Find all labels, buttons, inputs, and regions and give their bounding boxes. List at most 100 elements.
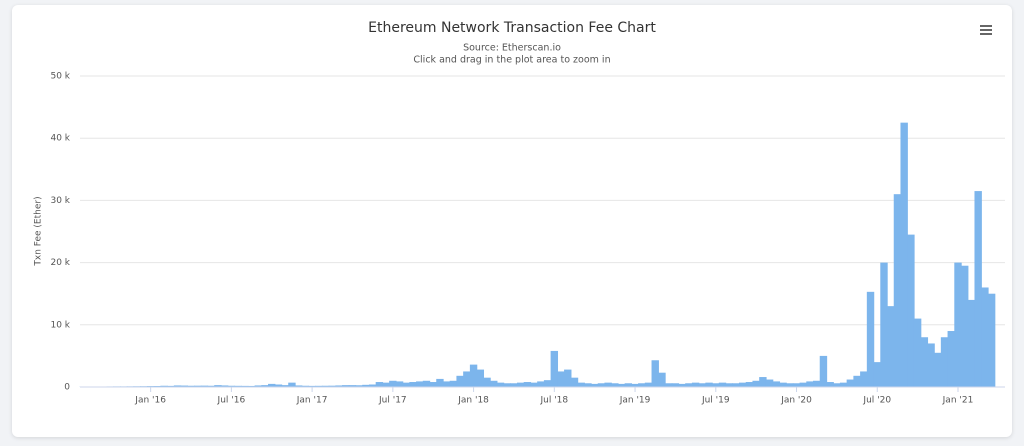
bar (577, 382, 585, 387)
bar (584, 383, 592, 387)
bar (570, 377, 579, 387)
bar (281, 385, 289, 387)
bar (752, 380, 760, 387)
bar (786, 383, 794, 387)
bar (779, 382, 787, 387)
bar (483, 377, 491, 387)
bar (927, 343, 935, 387)
bar (335, 385, 343, 387)
x-tick-label: Jul '18 (539, 396, 568, 406)
menu-button[interactable] (980, 25, 992, 35)
bar (745, 382, 754, 387)
bar (321, 385, 330, 387)
bar (718, 382, 727, 387)
x-tick-label: Jan '21 (942, 396, 974, 406)
bar (759, 377, 767, 387)
bar (564, 369, 572, 387)
bar (967, 299, 976, 387)
bar (355, 385, 363, 387)
bar (510, 383, 518, 387)
bar (442, 381, 451, 387)
bar (833, 383, 841, 387)
bar (268, 383, 276, 387)
bar (530, 382, 538, 387)
bar (792, 383, 801, 387)
bar (644, 382, 653, 387)
x-tick-label: Jul '16 (217, 396, 246, 406)
bar (476, 369, 485, 387)
menu-icon-bar (980, 33, 992, 35)
bar (765, 379, 774, 387)
bar (436, 378, 444, 387)
bar (934, 352, 942, 387)
bar (860, 371, 868, 387)
bar (739, 382, 747, 387)
bar (375, 382, 384, 387)
bar (328, 385, 336, 387)
y-tick-label: 40 k (50, 134, 70, 144)
bar (516, 382, 525, 387)
bar (389, 380, 397, 387)
bar (523, 382, 532, 387)
bar (887, 306, 895, 387)
bar (194, 385, 202, 387)
bar (247, 385, 256, 387)
x-tick-label: Jul '19 (701, 396, 730, 406)
bar (772, 381, 781, 387)
bar (806, 381, 814, 387)
bar (611, 383, 619, 387)
bar (382, 382, 390, 387)
bar (167, 385, 175, 387)
bar (664, 383, 673, 387)
bar (160, 385, 168, 387)
y-tick-label: 30 k (50, 196, 70, 206)
bar (342, 385, 350, 387)
bar (456, 375, 464, 387)
bar (671, 383, 680, 387)
bar (503, 383, 511, 387)
bar (429, 382, 437, 387)
bar (846, 379, 855, 387)
bar (288, 382, 296, 387)
bar (187, 385, 195, 387)
bar (651, 360, 659, 387)
bar (557, 371, 565, 387)
chart-card: Ethereum Network Transaction Fee Chart S… (12, 5, 1012, 437)
bar (631, 383, 639, 387)
bar (725, 383, 733, 387)
bar (409, 382, 417, 387)
bar (873, 362, 881, 387)
bar (362, 384, 370, 387)
bar (315, 385, 323, 387)
bar (214, 385, 222, 387)
bar (712, 383, 720, 387)
bar (907, 234, 915, 387)
chart: Ethereum Network Transaction Fee Chart S… (34, 20, 1005, 406)
bar (254, 385, 262, 387)
bar (590, 383, 599, 387)
bar (200, 385, 209, 387)
x-tick-label: Jan '16 (134, 396, 166, 406)
bar (819, 355, 828, 387)
bar (395, 381, 404, 387)
x-tick-label: Jan '18 (457, 396, 489, 406)
bar (974, 191, 982, 387)
bar (685, 383, 693, 387)
bar (301, 385, 310, 387)
bar (813, 380, 821, 387)
bar (658, 372, 666, 387)
bar (543, 380, 552, 387)
y-axis-title: Txn Fee (Ether) (34, 196, 44, 266)
x-tick-label: Jul '20 (862, 396, 891, 406)
bar (940, 337, 949, 387)
bar (207, 385, 215, 387)
bar (368, 384, 377, 387)
bar (537, 381, 545, 387)
bar (294, 385, 303, 387)
bar (920, 337, 929, 387)
bar (416, 381, 424, 387)
bar (853, 375, 861, 387)
bar (604, 382, 612, 387)
y-tick-label: 0 (64, 383, 70, 393)
